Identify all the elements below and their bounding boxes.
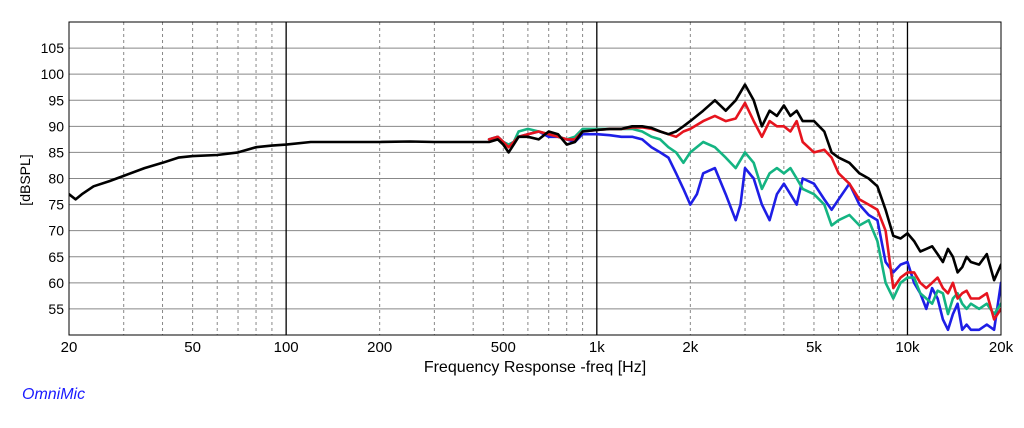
- y-tick-label: 60: [48, 275, 64, 291]
- x-tick-label: 20k: [989, 339, 1014, 356]
- x-axis-label: Frequency Response -freq [Hz]: [424, 359, 646, 376]
- grid: [68, 22, 1002, 335]
- x-tick-label: 100: [274, 339, 299, 356]
- y-tick-label: 75: [48, 197, 64, 213]
- y-tick-label: 95: [48, 92, 64, 108]
- y-tick-label: 65: [48, 249, 64, 265]
- y-axis-label: [dBSPL]: [17, 154, 33, 205]
- series-line: [487, 127, 1001, 316]
- series-line: [487, 101, 1001, 321]
- y-tick-label: 70: [48, 223, 64, 239]
- omnimic-brand: OmniMic: [22, 386, 86, 403]
- y-tick-label: 85: [48, 144, 64, 160]
- x-tick-label: 5k: [806, 339, 822, 356]
- y-tick-label: 80: [48, 171, 64, 187]
- x-tick-labels: 20 50 100 200 500 1k 2k 5k 10k 20k: [61, 339, 1014, 356]
- x-tick-label: 200: [367, 339, 392, 356]
- x-tick-label: 2k: [682, 339, 698, 356]
- y-tick-labels: 55 60 65 70 75 80 85 90 95 100 105: [41, 40, 65, 317]
- series-layer: [69, 83, 1001, 332]
- x-tick-label: 50: [184, 339, 201, 356]
- y-tick-label: 90: [48, 118, 64, 134]
- y-tick-label: 105: [41, 40, 65, 56]
- x-tick-label: 1k: [589, 339, 605, 356]
- y-tick-label: 100: [41, 66, 65, 82]
- x-tick-label: 20: [61, 339, 78, 356]
- y-tick-label: 55: [48, 301, 64, 317]
- x-tick-label: 500: [491, 339, 516, 356]
- series-line: [69, 83, 1001, 282]
- plot-frame: [68, 21, 1002, 336]
- x-tick-label: 10k: [895, 339, 920, 356]
